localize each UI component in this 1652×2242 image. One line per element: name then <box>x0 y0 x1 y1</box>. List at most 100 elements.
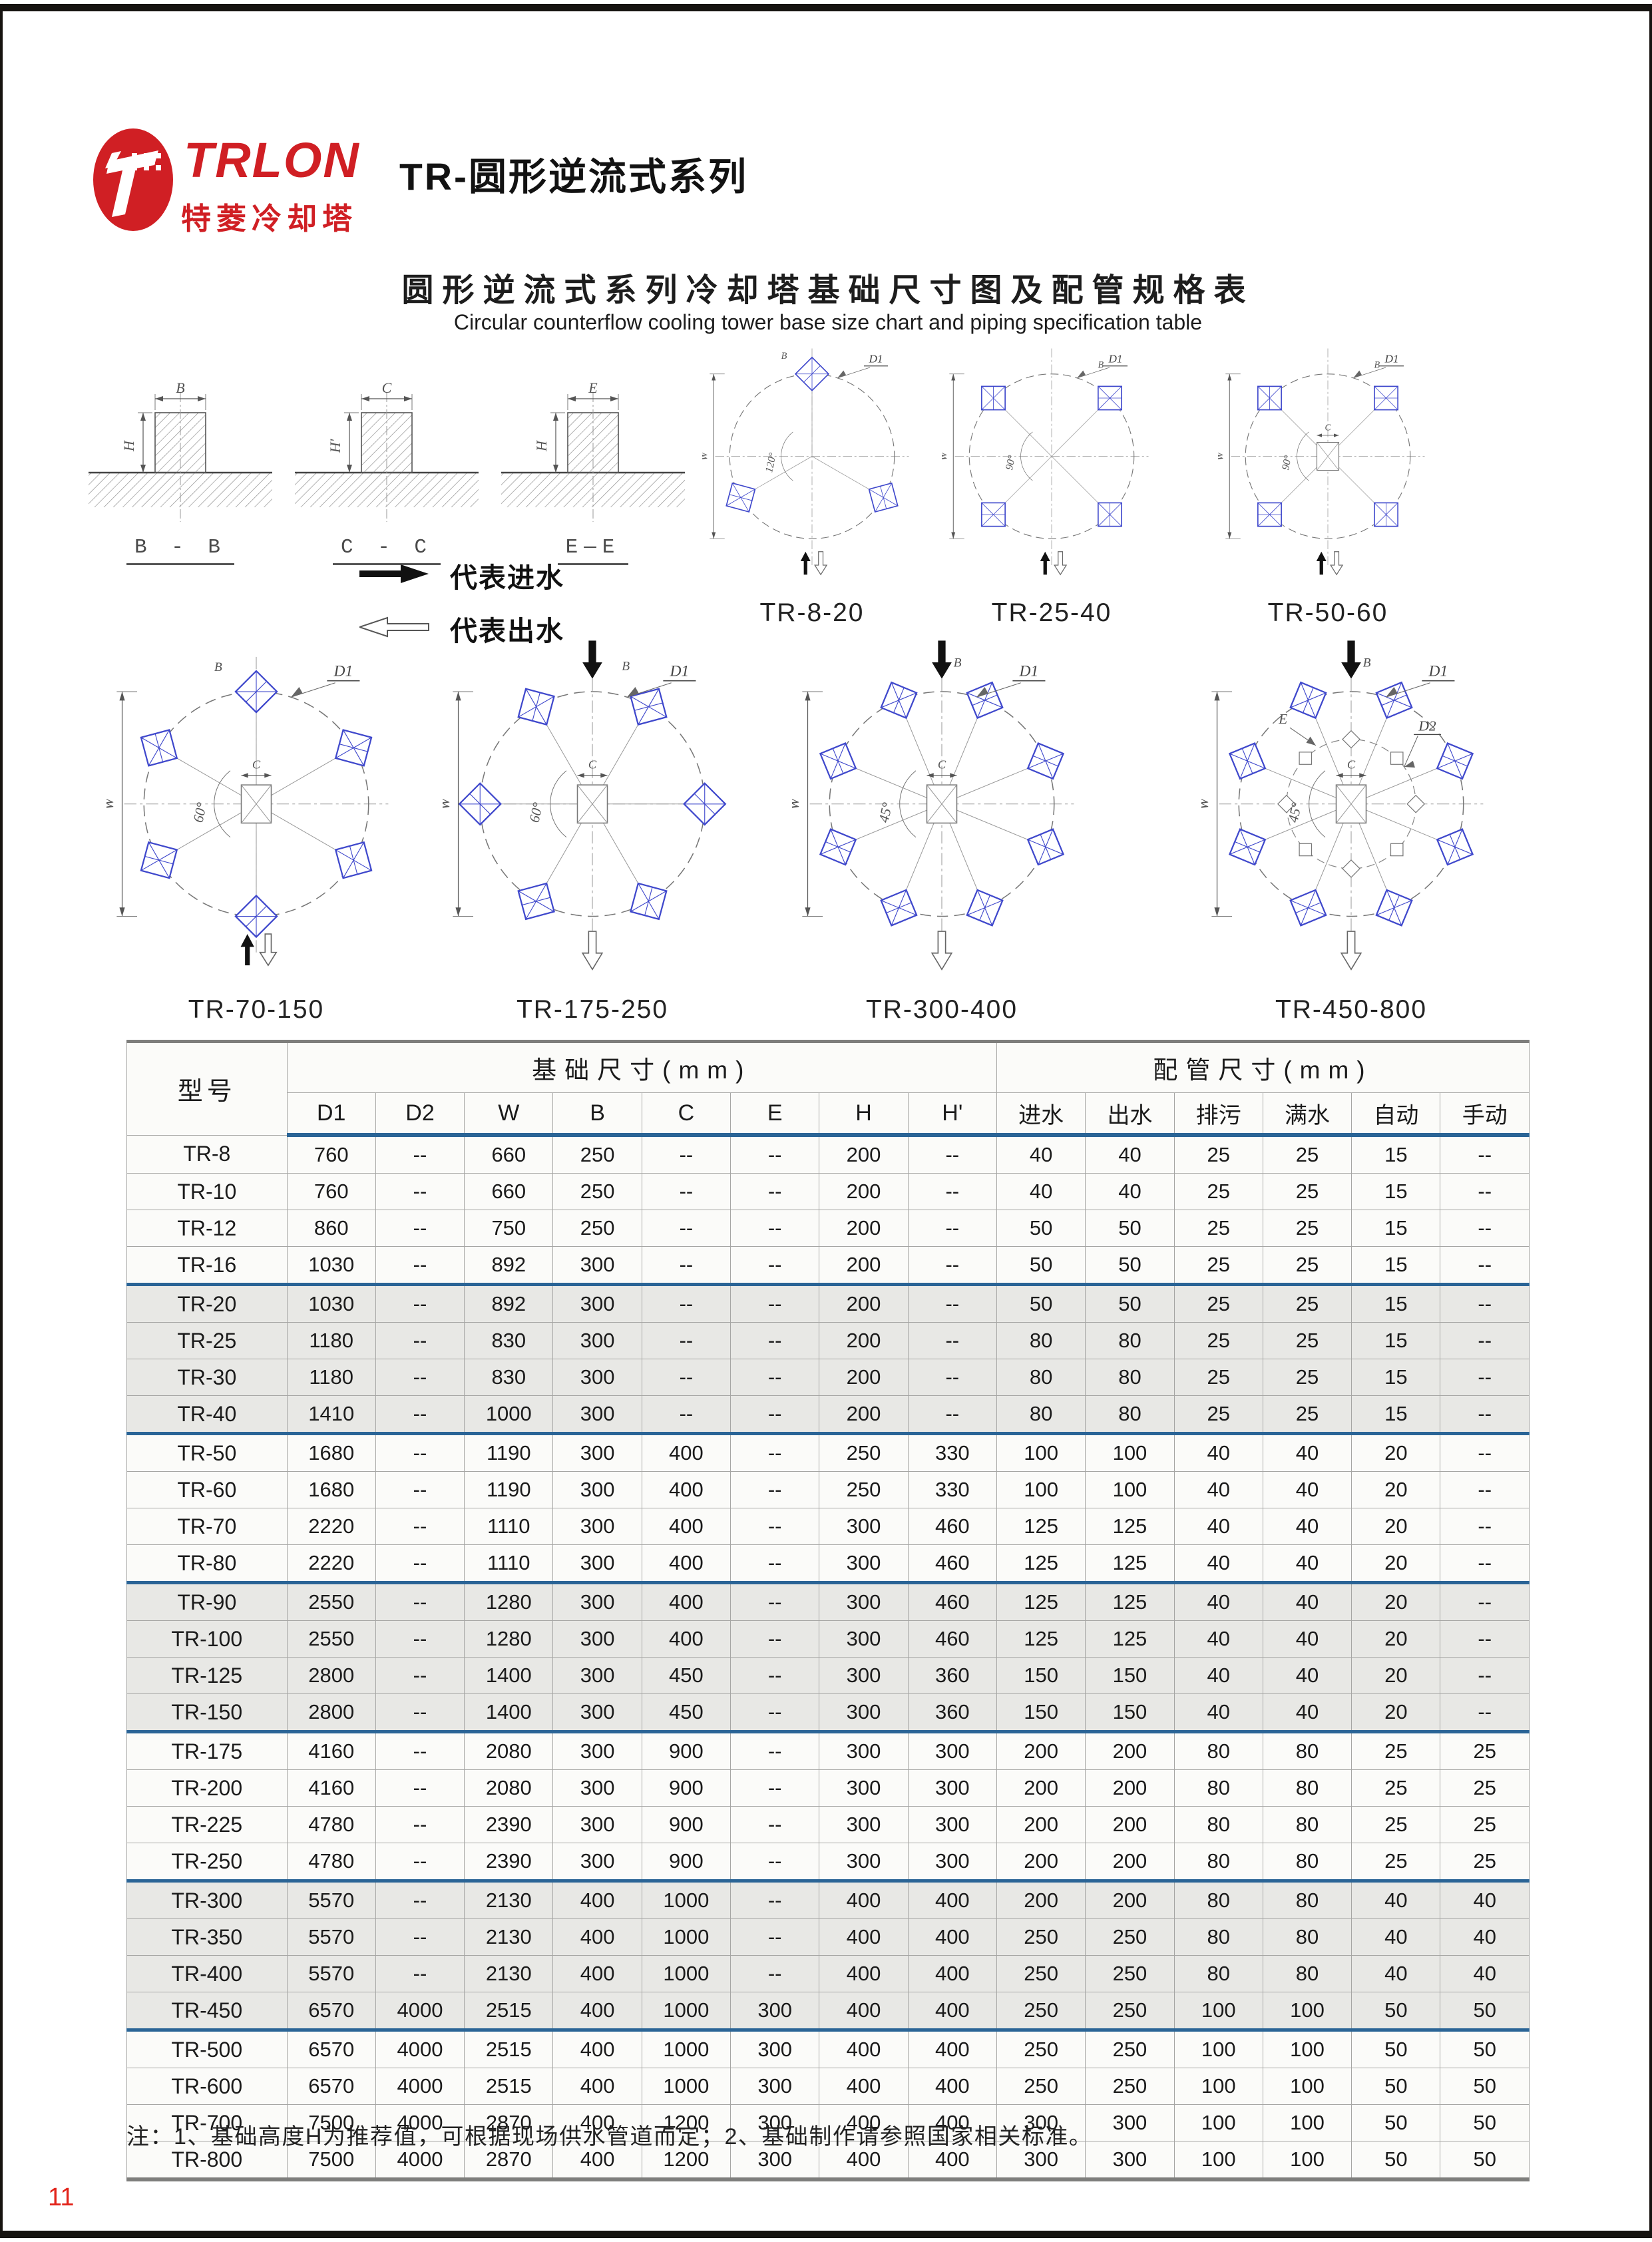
column-header: 手动 <box>1440 1092 1530 1137</box>
logo-chinese-name: 特菱冷却塔 <box>181 202 358 236</box>
table-cell: 25 <box>1173 1173 1263 1210</box>
table-cell: 20 <box>1351 1657 1441 1694</box>
page-border-right <box>1649 4 1652 2238</box>
table-cell: 400 <box>907 2141 998 2180</box>
table-cell: -- <box>375 1581 465 1621</box>
table-cell: 150 <box>1085 1657 1175 1694</box>
table-cell: 250 <box>1085 2068 1175 2105</box>
table-cell: 1000 <box>641 1918 731 1956</box>
table-cell: 1200 <box>641 2141 731 2180</box>
model-cell: TR-350 <box>126 1918 288 1956</box>
table-cell: 50 <box>996 1283 1086 1323</box>
table-cell: 300 <box>819 1544 909 1583</box>
spec-table-wrap: 型号 基础尺寸(mm) 配管尺寸(mm) D1 D2 W B C E H H' 进水 出水 排污 满水 自动手… <box>126 1040 1530 2181</box>
table-cell: 250 <box>996 1918 1086 1956</box>
trlon-logo-icon <box>92 126 177 236</box>
plan-diagram-drawing: W D1 90° B <box>938 332 1161 594</box>
table-cell: -- <box>730 1432 820 1472</box>
plan-diagram-svg: W D1 60° B C <box>101 656 389 967</box>
table-cell: 40 <box>1173 1432 1263 1472</box>
table-cell: 25 <box>1262 1246 1352 1285</box>
table-cell: 80 <box>1262 1730 1352 1770</box>
table-cell: 250 <box>996 2068 1086 2105</box>
table-cell: 250 <box>1085 1918 1175 1956</box>
table-cell: 400 <box>907 1992 998 2030</box>
plan-diagram-drawing: W D1 45° B C E D2 <box>1195 634 1501 991</box>
table-cell: 250 <box>1085 1992 1175 2030</box>
model-cell: TR-80 <box>126 1544 288 1583</box>
table-cell: -- <box>375 1471 465 1508</box>
table-cell: 100 <box>1085 1432 1175 1472</box>
svg-text:B: B <box>1098 359 1104 370</box>
svg-text:60°: 60° <box>526 801 546 824</box>
svg-text:B: B <box>176 379 184 396</box>
table-cell: 250 <box>552 1173 642 1210</box>
table-cell: 50 <box>1440 2028 1530 2068</box>
table-cell: -- <box>375 1544 465 1583</box>
svg-text:W: W <box>106 797 116 810</box>
table-cell: -- <box>730 1322 820 1359</box>
legend-outlet-label: 代表出水 <box>450 616 564 646</box>
table-cell: 2515 <box>464 2028 554 2068</box>
table-cell: 25 <box>1262 1173 1352 1210</box>
table-cell: -- <box>375 1210 465 1247</box>
table-cell: -- <box>375 1322 465 1359</box>
table-cell: 900 <box>641 1730 731 1770</box>
plan-diagram-drawing: W D1 90° B C <box>1215 332 1438 594</box>
table-cell: 100 <box>1173 1992 1263 2030</box>
table-cell: 400 <box>819 1879 909 1919</box>
table-cell: 40 <box>1173 1581 1263 1621</box>
table-cell: 300 <box>552 1693 642 1732</box>
table-cell: 25 <box>1262 1210 1352 1247</box>
table-cell: 400 <box>552 2028 642 2068</box>
table-cell: -- <box>641 1359 731 1396</box>
footnote: 注：1、基础高度H为推荐值，可根据现场供水管道而定；2、基础制作请参照国家相关标… <box>126 2124 1093 2149</box>
table-cell: 200 <box>819 1283 909 1323</box>
plan-diagram-svg: W D1 45° B C E D2 <box>1195 640 1484 971</box>
table-cell: 2550 <box>286 1581 376 1621</box>
table-cell: 4160 <box>286 1769 376 1807</box>
svg-text:E: E <box>588 379 598 396</box>
table-cell: 25 <box>1262 1283 1352 1323</box>
table-cell: 50 <box>1351 2104 1441 2141</box>
table-cell: 40 <box>1173 1693 1263 1732</box>
svg-text:D2: D2 <box>1418 718 1436 734</box>
table-cell: 50 <box>1351 2141 1441 2180</box>
table-cell: 400 <box>641 1471 731 1508</box>
column-header: D1 <box>286 1092 376 1137</box>
model-cell: TR-25 <box>126 1322 288 1359</box>
table-cell: 40 <box>1173 1657 1263 1694</box>
table-cell: 360 <box>907 1657 998 1694</box>
table-cell: 80 <box>1262 1955 1352 1992</box>
page-border-top <box>0 4 1652 11</box>
table-cell: 2130 <box>464 1955 554 1992</box>
table-cell: 400 <box>552 1918 642 1956</box>
table-cell: 300 <box>730 1992 820 2030</box>
model-cell: TR-300 <box>126 1879 288 1919</box>
table-cell: 40 <box>1262 1693 1352 1732</box>
table-cell: 25 <box>1173 1359 1263 1396</box>
table-cell: 400 <box>907 2068 998 2105</box>
model-cell: TR-90 <box>126 1581 288 1621</box>
table-cell: -- <box>375 1879 465 1919</box>
table-cell: -- <box>641 1322 731 1359</box>
section-diagram-svg: EH <box>501 379 685 522</box>
table-cell: 892 <box>464 1246 554 1285</box>
table-cell: 400 <box>641 1508 731 1545</box>
table-cell: 125 <box>996 1581 1086 1621</box>
table-row: TR-175 4160 -- 2080 300 900 -- 300 300 200 200 80 80… <box>126 1730 1530 1770</box>
svg-text:W: W <box>1218 451 1226 461</box>
table-cell: 40 <box>1440 1879 1530 1919</box>
svg-text:45°: 45° <box>876 801 896 824</box>
model-cell: TR-600 <box>126 2068 288 2105</box>
svg-text:C: C <box>938 758 946 772</box>
table-cell: 40 <box>1085 1134 1175 1174</box>
svg-text:W: W <box>792 797 802 810</box>
table-cell: 80 <box>1173 1769 1263 1807</box>
column-header: D2 <box>375 1092 465 1137</box>
svg-text:B: B <box>214 660 222 674</box>
table-cell: 200 <box>1085 1806 1175 1843</box>
svg-text:45°: 45° <box>1285 801 1305 824</box>
